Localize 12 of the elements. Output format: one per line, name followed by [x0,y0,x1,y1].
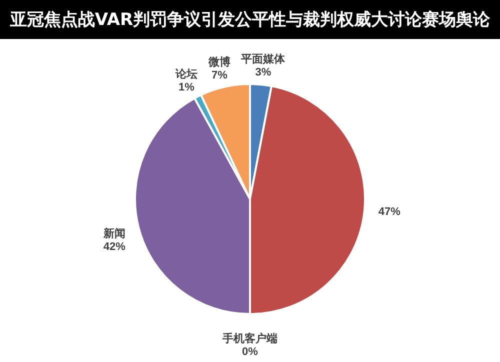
data-label: 1% [178,81,195,94]
slice-label: 新闻 [102,226,126,240]
data-label: 7% [212,69,228,82]
data-label: 42% [103,240,126,253]
chart-title: 亚冠焦点战VAR判罚争议引发公平性与裁判权威大讨论赛场舆论 [0,0,500,39]
slice-label: 微博 [207,55,230,68]
text: 0% [242,346,258,358]
slice-label: 论坛 [174,67,198,80]
category-label: 手机客户端 [222,333,278,345]
data-label: 47% [378,206,401,218]
data-label: 3% [255,66,272,79]
slice-label: 平面媒体 [240,52,286,66]
